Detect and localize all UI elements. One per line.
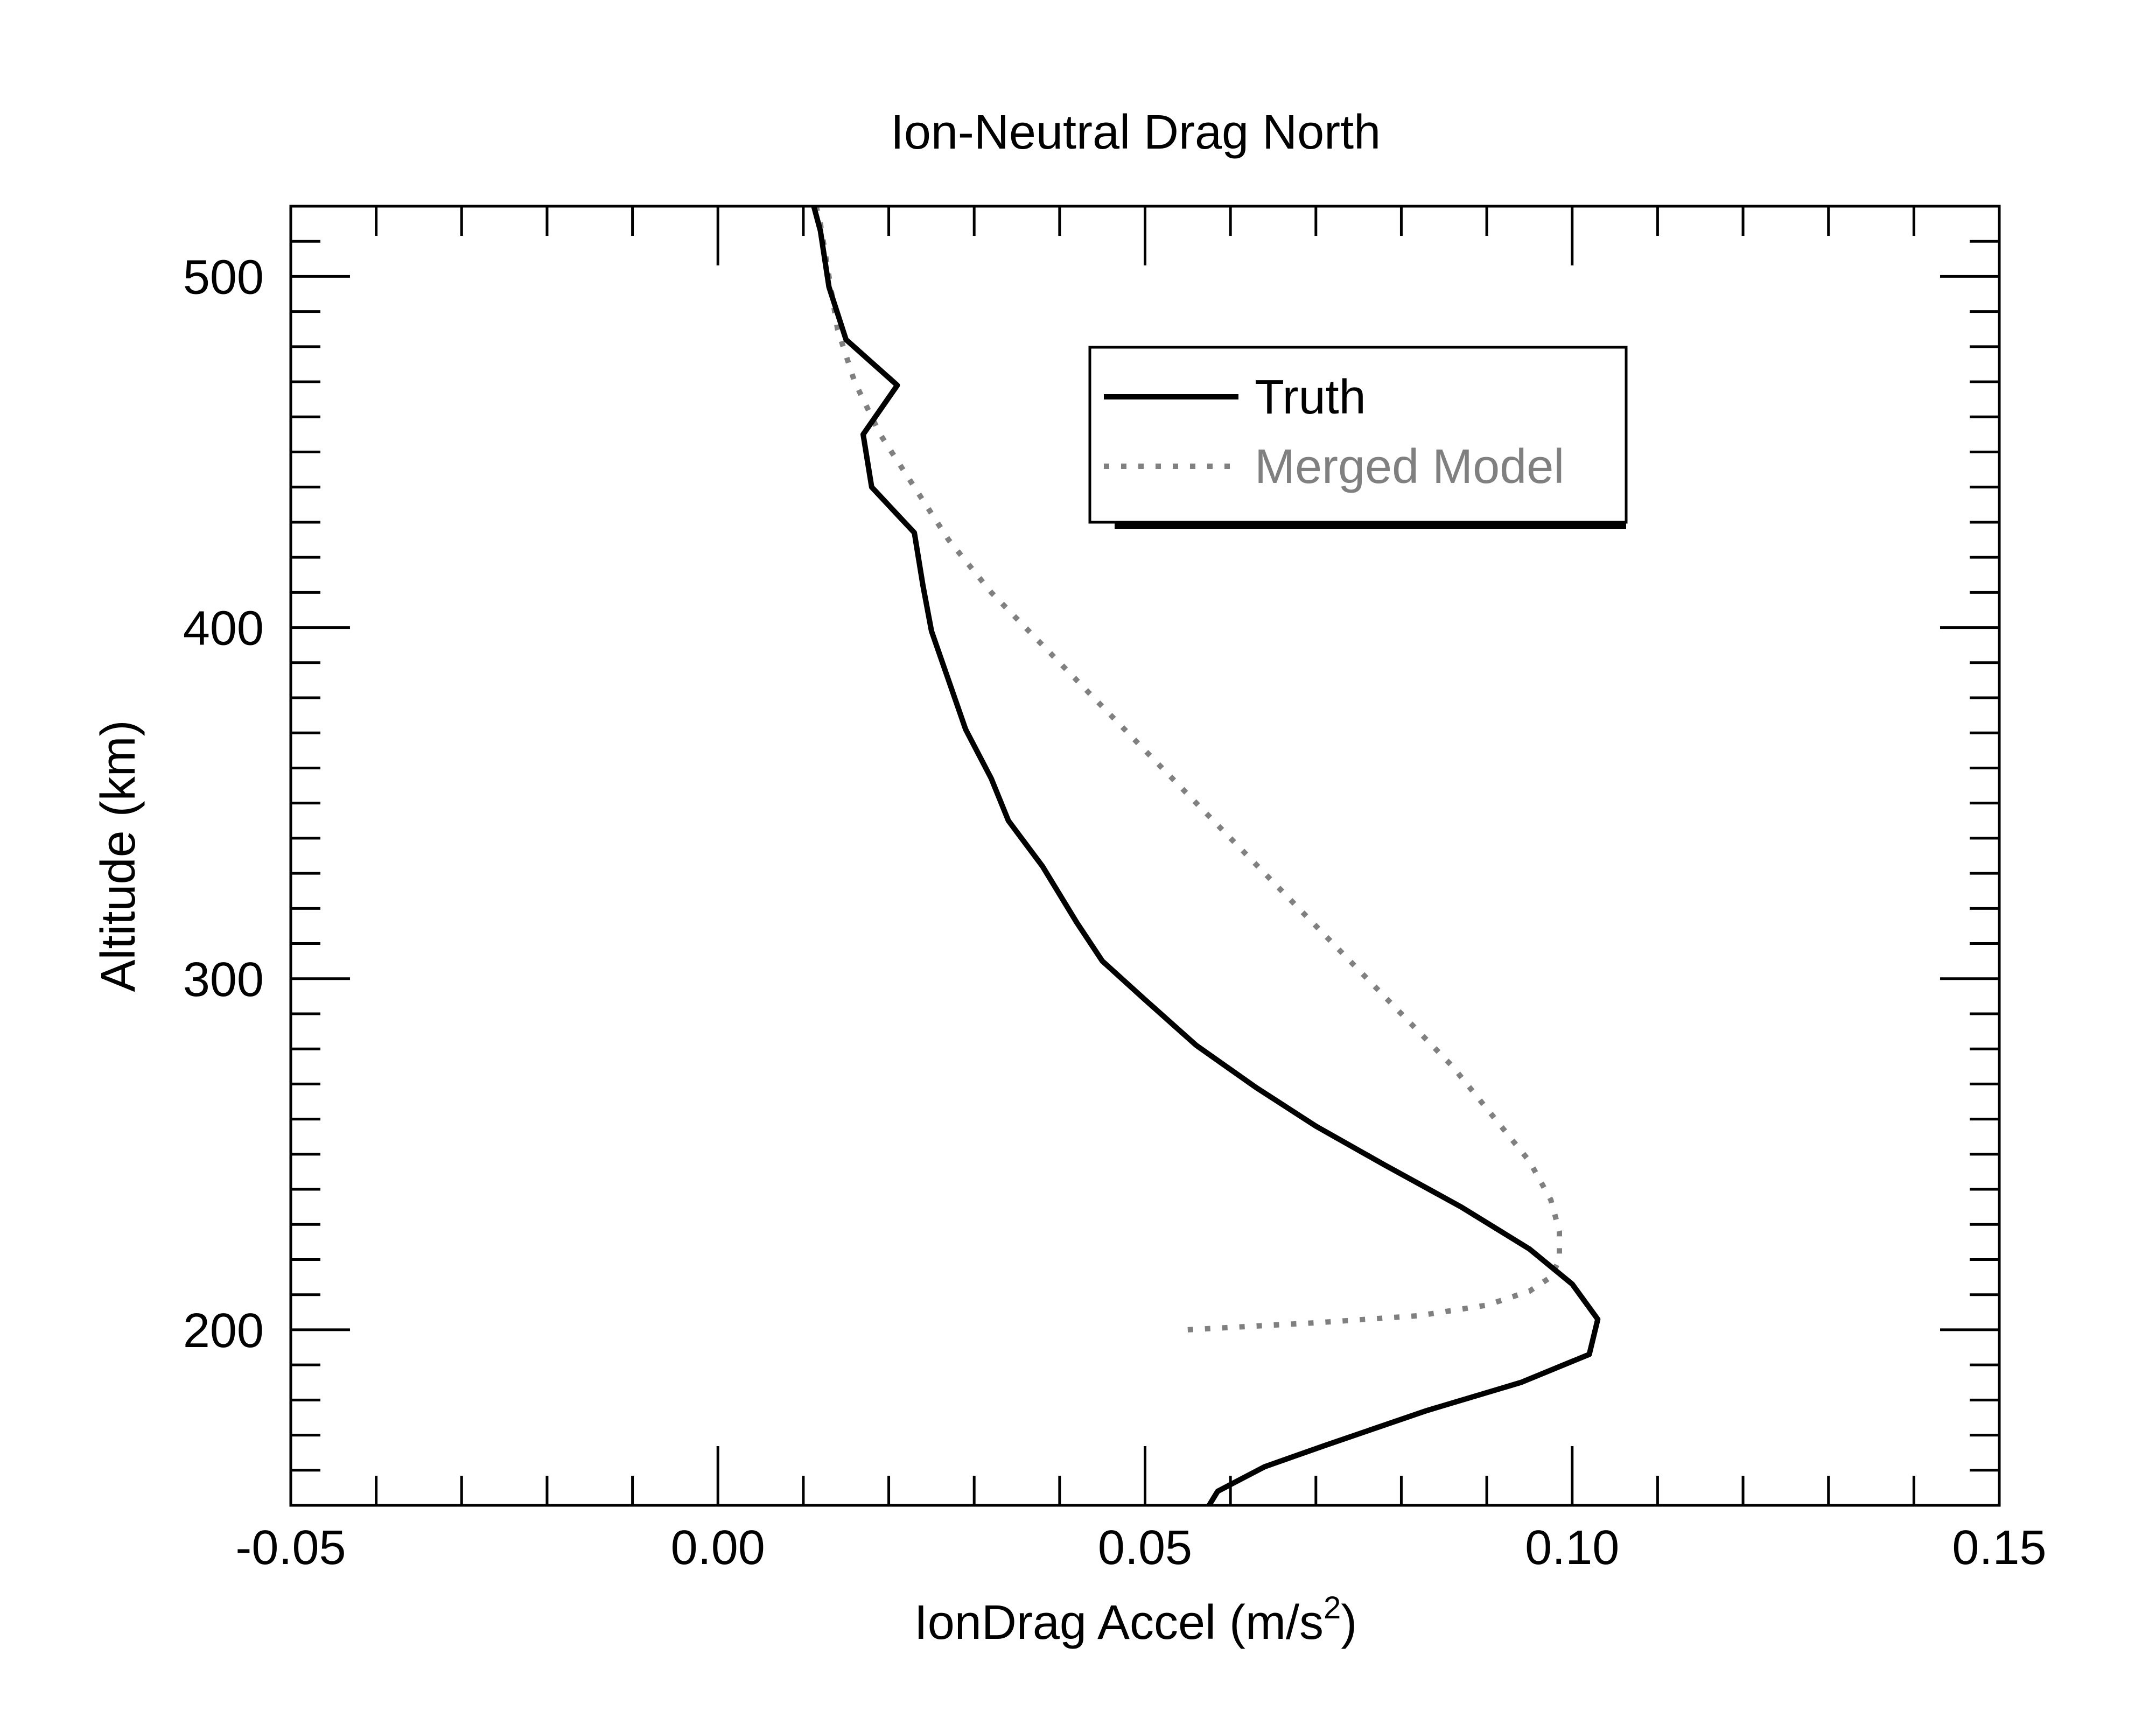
x-tick-label: 0.10 bbox=[1525, 1521, 1619, 1575]
legend-model-label: Merged Model bbox=[1255, 440, 1564, 494]
y-axis-label: Altitude (km) bbox=[92, 720, 145, 992]
y-tick-label: 200 bbox=[183, 1304, 264, 1358]
merged-model-line bbox=[813, 206, 1562, 1333]
x-tick-label: 0.00 bbox=[671, 1521, 765, 1575]
chart-title: Ion-Neutral Drag North bbox=[891, 106, 1381, 159]
y-tick-label: 400 bbox=[183, 602, 264, 656]
x-axis-label-superscript: 2 bbox=[1324, 1590, 1341, 1625]
axis-ticks bbox=[289, 205, 2001, 1507]
truth-line bbox=[811, 206, 1601, 1505]
x-axis-label-suffix: ) bbox=[1341, 1596, 1357, 1650]
x-axis-label-main: IonDrag Accel (m/s bbox=[914, 1596, 1324, 1650]
x-tick-label: -0.05 bbox=[235, 1521, 346, 1575]
y-tick-label: 300 bbox=[183, 953, 264, 1007]
x-tick-label: 0.15 bbox=[1952, 1521, 2046, 1575]
y-tick-label: 500 bbox=[183, 250, 264, 304]
legend-truth-label: Truth bbox=[1255, 370, 1366, 424]
plot-area bbox=[811, 206, 1601, 1505]
legend-box bbox=[1088, 346, 1628, 524]
plot-frame bbox=[289, 205, 2001, 1507]
x-tick-label: 0.05 bbox=[1098, 1521, 1192, 1575]
series-group bbox=[811, 206, 1601, 1505]
legend: Truth Merged Model bbox=[1088, 346, 1628, 529]
axis-tick-labels: -0.05 0.00 0.05 0.10 0.15 200 300 400 500 bbox=[183, 250, 2047, 1575]
x-axis-label: IonDrag Accel (m/s2) bbox=[914, 1590, 1357, 1650]
